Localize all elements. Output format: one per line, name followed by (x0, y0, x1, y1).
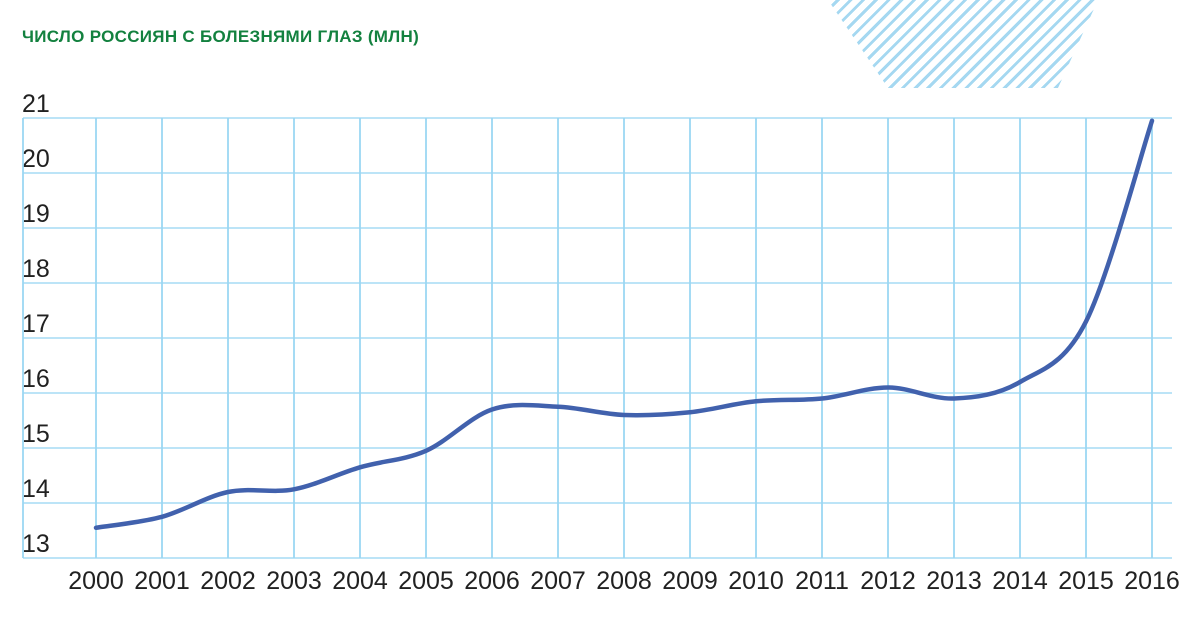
y-tick-label: 17 (22, 310, 50, 338)
data-line (93, 118, 1155, 531)
x-tick-label: 2008 (596, 567, 652, 595)
y-tick-label: 15 (22, 420, 50, 448)
x-tick-label: 2011 (795, 567, 849, 595)
y-tick-label: 18 (22, 255, 50, 283)
x-tick-label: 2002 (200, 567, 256, 595)
x-tick-label: 2004 (332, 567, 388, 595)
chart-title: ЧИСЛО РОССИЯН С БОЛЕЗНЯМИ ГЛАЗ (МЛН) (22, 27, 420, 46)
x-tick-label: 2013 (926, 567, 982, 595)
x-tick-label: 2010 (728, 567, 784, 595)
x-tick-label: 2006 (464, 567, 520, 595)
y-tick-label: 21 (22, 90, 50, 118)
x-tick-label: 2005 (398, 567, 454, 595)
x-tick-label: 2009 (662, 567, 718, 595)
y-tick-label: 19 (22, 200, 50, 228)
y-tick-label: 13 (22, 530, 50, 558)
y-tick-label: 20 (22, 145, 50, 173)
x-tick-label: 2014 (992, 567, 1048, 595)
x-tick-label: 2000 (68, 567, 124, 595)
x-tick-label: 2012 (860, 567, 916, 595)
x-tick-label: 2016 (1124, 567, 1180, 595)
x-tick-label: 2007 (530, 567, 586, 595)
x-tick-label: 2003 (266, 567, 322, 595)
y-tick-label: 16 (22, 365, 50, 393)
x-tick-label: 2015 (1058, 567, 1114, 595)
y-tick-label: 14 (22, 475, 50, 503)
x-tick-label: 2001 (134, 567, 190, 595)
